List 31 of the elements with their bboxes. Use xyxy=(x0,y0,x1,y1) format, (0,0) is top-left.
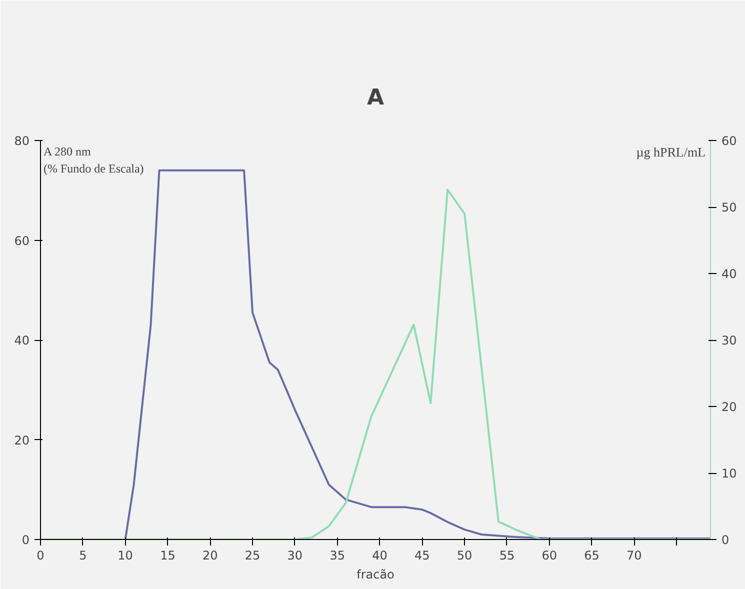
x-tick-label: 10 xyxy=(118,548,133,562)
y2-tick-label: 10 xyxy=(722,466,737,480)
x-tick-label: 65 xyxy=(584,548,600,562)
x-tick-label: 15 xyxy=(160,548,176,562)
y-tick-label: 20 xyxy=(14,433,30,448)
y2-tick-label: 60 xyxy=(722,134,737,148)
y2-tick-label: 40 xyxy=(722,267,737,281)
x-tick-label: 45 xyxy=(414,548,430,562)
y2-tick-label: 20 xyxy=(722,400,737,414)
x-tick-label: 70 xyxy=(626,548,642,562)
y2-tick-label: 30 xyxy=(722,334,737,348)
x-tick-label: 50 xyxy=(456,548,472,562)
x-tick-label: 30 xyxy=(287,548,303,562)
chart-title: A xyxy=(366,86,384,110)
x-tick-label: 40 xyxy=(372,548,388,562)
y-tick-label: 0 xyxy=(22,533,30,547)
y-axis-title: A 280 nm (% Fundo de Escala) xyxy=(44,144,144,176)
y-tick-label: 80 xyxy=(14,134,30,148)
y-tick-label: 60 xyxy=(14,234,30,248)
x-tick-label: 55 xyxy=(499,548,515,562)
x-tick-label: 60 xyxy=(542,548,558,562)
y-tick-label: 40 xyxy=(14,334,30,348)
x-tick-label: 0 xyxy=(36,548,44,562)
x-axis-title: fracão xyxy=(356,568,394,582)
x-tick-label: 35 xyxy=(330,548,345,562)
y2-tick-label: 50 xyxy=(722,200,737,214)
x-tick-label: 20 xyxy=(202,548,218,562)
y2-tick-label: 0 xyxy=(722,533,730,547)
x-tick-label: 25 xyxy=(244,548,260,562)
x-tick-label: 5 xyxy=(79,548,87,562)
y2-axis-title: µg hPRL/mL xyxy=(636,144,706,160)
